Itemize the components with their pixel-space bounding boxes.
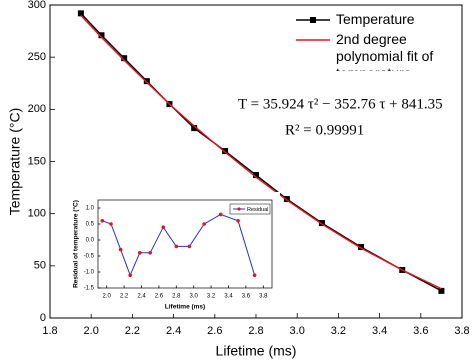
- x-tick-label: 2.4: [137, 294, 146, 300]
- y-tick-label: 0: [40, 312, 46, 324]
- legend-entry: 2nd degree polynomial fit of temperature: [336, 31, 434, 71]
- point: [148, 251, 152, 255]
- x-tick-label: 2.8: [172, 294, 181, 300]
- annotation: T = 35.924 τ² − 352.76 τ + 841.35: [238, 96, 443, 112]
- y-tick-label: 1.0: [86, 206, 95, 212]
- x-tick-label: 3.8: [454, 325, 469, 337]
- point: [137, 251, 142, 255]
- y-tick-label: 50: [34, 260, 46, 272]
- y-tick-label: 0.0: [86, 238, 95, 244]
- x-tick-label: 3.8: [259, 294, 268, 300]
- point: [161, 225, 166, 229]
- point: [174, 244, 179, 249]
- x-tick-label: 2.4: [166, 325, 181, 337]
- point: [253, 172, 259, 179]
- point: [98, 32, 105, 39]
- x-tick-label: 3.6: [413, 325, 428, 337]
- x-tick-label: 3.0: [290, 325, 305, 337]
- point: [109, 222, 113, 226]
- point: [218, 212, 223, 217]
- point: [236, 219, 240, 223]
- legend-marker: [310, 17, 316, 23]
- legend-label: Temperature: [336, 11, 415, 27]
- point: [318, 220, 325, 227]
- y-axis-label: Residual of temperature (°C): [72, 200, 80, 288]
- series-line: [80, 14, 442, 290]
- annotation: R² = 0.99991: [285, 122, 364, 138]
- legend-entry: Temperature: [336, 11, 415, 27]
- point: [121, 55, 128, 62]
- point: [358, 244, 365, 251]
- x-tick-label: 2.2: [125, 325, 140, 337]
- point: [222, 148, 229, 155]
- y-tick-label: 250: [28, 51, 46, 63]
- x-tick-label: 3.0: [190, 294, 199, 300]
- x-axis-label: Lifetime (ms): [165, 304, 205, 311]
- x-tick-label: 2.6: [207, 325, 222, 337]
- x-tick-label: 2.0: [84, 325, 99, 337]
- point: [100, 219, 105, 223]
- y-tick-label: 0.5: [86, 222, 95, 228]
- x-tick-label: 3.2: [331, 325, 346, 337]
- y-tick-label: -1.5: [84, 286, 95, 292]
- plot-frame: [97, 199, 273, 289]
- y-tick-label: 150: [28, 155, 46, 167]
- x-tick-label: 2.6: [155, 294, 164, 300]
- point: [77, 10, 84, 17]
- y-tick-label: 200: [28, 103, 46, 115]
- x-axis-label: Lifetime (ms): [216, 343, 297, 359]
- x-tick-label: 3.6: [242, 294, 251, 300]
- point: [128, 273, 132, 278]
- y-axis-label: Temperature (°C): [7, 108, 23, 216]
- point: [202, 222, 206, 226]
- x-tick-label: 3.4: [224, 294, 233, 300]
- legend-marker: [237, 207, 241, 211]
- y-tick-label: -1.0: [84, 270, 95, 276]
- x-tick-label: 2.0: [103, 294, 112, 300]
- y-tick-label: 300: [28, 0, 46, 11]
- x-tick-label: 3.4: [372, 325, 387, 337]
- point: [143, 78, 150, 85]
- point: [438, 287, 445, 294]
- point: [118, 247, 123, 252]
- y-tick-label: -0.5: [84, 254, 95, 260]
- point: [252, 273, 257, 278]
- point: [191, 125, 198, 132]
- x-tick-label: 2.8: [248, 325, 263, 337]
- point: [283, 196, 290, 203]
- legend-label: Residual: [247, 207, 268, 213]
- x-tick-label: 3.2: [207, 294, 216, 300]
- legend-box: [229, 203, 271, 215]
- legend-label: 2nd degree polynomial fit of temperature: [336, 31, 434, 71]
- point: [187, 244, 192, 249]
- x-tick-label: 2.2: [120, 294, 129, 300]
- y-tick-label: 100: [28, 208, 46, 220]
- x-tick-label: 1.8: [42, 325, 57, 337]
